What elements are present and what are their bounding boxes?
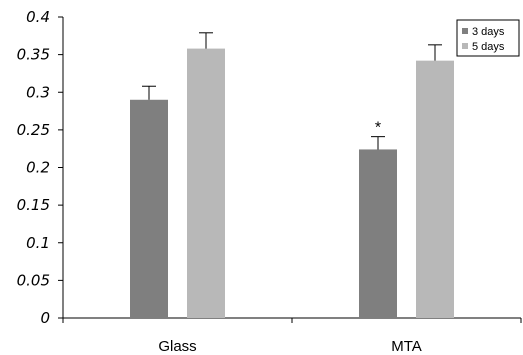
y-tick-label: 0.35 xyxy=(17,46,50,64)
legend-label: 5 days xyxy=(472,41,505,53)
legend: 3 days 5 days xyxy=(456,19,520,57)
significance-marker: * xyxy=(375,120,381,137)
y-tick-label: 0 xyxy=(40,309,50,327)
y-tick-label: 0.15 xyxy=(17,196,50,214)
bar xyxy=(416,60,454,319)
legend-swatch xyxy=(462,28,468,34)
legend-swatch xyxy=(462,43,468,49)
y-tick-label: 0.25 xyxy=(17,121,50,139)
y-tick-label: 0.4 xyxy=(26,8,50,26)
y-tick-label: 0.1 xyxy=(26,234,50,252)
x-tick-label: MTA xyxy=(391,338,422,355)
legend-label: 3 days xyxy=(472,26,505,38)
legend-box xyxy=(456,19,520,57)
y-tick-label: 0.2 xyxy=(26,159,50,177)
x-tick-label: Glass xyxy=(158,338,196,355)
bar xyxy=(359,149,397,318)
bar xyxy=(130,99,168,319)
bars: * xyxy=(130,32,454,319)
y-tick-label: 0.05 xyxy=(17,271,50,289)
y-tick-label: 0.3 xyxy=(26,83,50,101)
ticks: 0 0.05 0.1 0.15 0.2 0.25 0.3 0.35 0.4 Glass MTA xyxy=(17,8,522,355)
bar xyxy=(187,48,225,318)
